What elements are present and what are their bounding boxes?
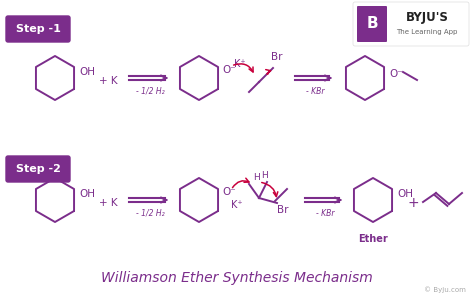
FancyBboxPatch shape bbox=[357, 6, 387, 42]
Text: Ether: Ether bbox=[358, 234, 388, 244]
FancyBboxPatch shape bbox=[353, 2, 469, 46]
Text: Williamson Ether Synthesis Mechanism: Williamson Ether Synthesis Mechanism bbox=[101, 271, 373, 285]
Text: + K: + K bbox=[99, 198, 118, 208]
Text: H: H bbox=[254, 173, 260, 182]
FancyBboxPatch shape bbox=[6, 16, 70, 42]
Text: B: B bbox=[366, 17, 378, 32]
Text: +: + bbox=[407, 196, 419, 210]
Text: + K: + K bbox=[99, 76, 118, 86]
Text: - KBr: - KBr bbox=[306, 87, 324, 96]
Text: H: H bbox=[262, 171, 268, 180]
Text: OH: OH bbox=[79, 189, 95, 199]
Text: O⁻: O⁻ bbox=[222, 187, 236, 197]
Text: - KBr: - KBr bbox=[316, 209, 334, 218]
Text: OH: OH bbox=[397, 189, 413, 199]
Text: Step -1: Step -1 bbox=[16, 24, 61, 34]
Text: Br: Br bbox=[271, 52, 283, 62]
Text: O⁻: O⁻ bbox=[389, 69, 403, 79]
Text: Br: Br bbox=[277, 205, 289, 215]
Text: - 1/2 H₂: - 1/2 H₂ bbox=[136, 87, 164, 96]
FancyBboxPatch shape bbox=[6, 156, 70, 182]
Text: O⁻: O⁻ bbox=[222, 65, 236, 75]
Text: Step -2: Step -2 bbox=[16, 164, 61, 174]
Text: BYJU'S: BYJU'S bbox=[406, 11, 448, 24]
Text: OH: OH bbox=[79, 67, 95, 77]
Text: K⁺: K⁺ bbox=[234, 59, 246, 69]
Text: K⁺: K⁺ bbox=[231, 200, 243, 210]
Text: - 1/2 H₂: - 1/2 H₂ bbox=[136, 209, 164, 218]
Text: © Byju.com: © Byju.com bbox=[424, 286, 466, 293]
Text: The Learning App: The Learning App bbox=[396, 29, 458, 35]
